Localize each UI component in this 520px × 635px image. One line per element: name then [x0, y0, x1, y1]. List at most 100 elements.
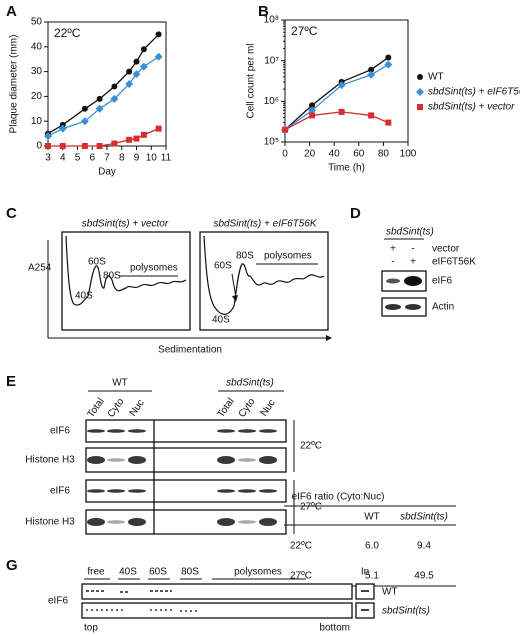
point [45, 143, 51, 149]
band [128, 518, 146, 526]
end-label: bottom [319, 623, 350, 634]
y-tick-label: 10⁶ [264, 96, 279, 107]
point [140, 131, 147, 138]
point [282, 126, 288, 133]
panel-label: A [6, 3, 17, 20]
table-title: eIF6 ratio (Cyto:Nuc) [292, 492, 385, 503]
band [238, 458, 256, 462]
x-tick-label: 11 [161, 153, 172, 164]
point [139, 62, 148, 71]
band [217, 429, 235, 433]
band [217, 518, 235, 526]
profile-trace [65, 235, 187, 306]
point [309, 112, 316, 119]
legend-label: WT [428, 72, 444, 83]
point [417, 104, 423, 110]
legend-label: sbdSint(ts) + vector [428, 102, 515, 113]
point [132, 70, 141, 79]
sign: - [391, 257, 394, 268]
band [87, 489, 105, 493]
point [125, 80, 134, 88]
band [238, 489, 256, 493]
y-tick-label: 0 [36, 141, 42, 152]
blot [85, 447, 287, 473]
point [368, 66, 375, 73]
end-label: top [84, 623, 98, 634]
annotation: 22ºC [54, 26, 81, 40]
y-label: A254 [28, 263, 52, 274]
row-label: Histone H3 [25, 455, 75, 466]
gradient: free 40S 60S 80S polysomes In eIF6 WT sb… [48, 567, 430, 634]
y-label: Cell count per ml [246, 43, 257, 118]
band [259, 456, 277, 464]
band [217, 456, 235, 464]
y-label: Plaque diameter (mm) [9, 35, 20, 134]
lane-label: Cyto [106, 396, 127, 420]
point [81, 105, 88, 112]
fraction-label: polysomes [234, 567, 282, 578]
blot [85, 479, 287, 503]
band [86, 590, 172, 593]
y-tick-label: 40 [31, 41, 43, 52]
x-label: Day [98, 167, 116, 178]
blot-label: eIF6 [432, 276, 452, 287]
sign: + [390, 244, 396, 255]
peak-label: 40S [75, 291, 93, 302]
point [96, 143, 103, 149]
input-label: In [361, 567, 369, 578]
y-tick-label: 20 [31, 91, 43, 102]
group-label: WT [112, 378, 128, 389]
arrowhead [232, 295, 238, 302]
profile-trace [203, 235, 325, 315]
point [140, 46, 147, 53]
profile-title: sbdSint(ts) + vector [82, 219, 169, 230]
x-tick-label: 20 [304, 149, 316, 160]
table-cell: 6.0 [365, 541, 379, 552]
fractionation: WT sbdSint(ts) eIF6 Histone H3 eIF6 Hist… [25, 378, 322, 535]
blot [81, 602, 353, 619]
y-tick-label: 10⁷ [264, 55, 279, 66]
point [126, 136, 133, 143]
blot [381, 297, 427, 317]
band [128, 456, 146, 464]
lane-label: Total [86, 396, 107, 420]
point [111, 140, 118, 147]
point [111, 83, 118, 90]
point [338, 108, 345, 115]
table-header: WT [364, 512, 380, 523]
profile-title: sbdSint(ts) + eIF6T56K [213, 219, 317, 230]
band [386, 278, 400, 284]
table-cell: 22ºC [290, 541, 312, 552]
lane-label: Nuc [259, 398, 278, 419]
band [87, 429, 105, 433]
x-tick-label: 80 [378, 149, 390, 160]
point [385, 54, 392, 61]
band [385, 304, 401, 310]
point [308, 106, 317, 115]
peak-label: polysomes [264, 251, 312, 262]
point [155, 31, 162, 38]
panel-label: E [6, 373, 16, 390]
temp-label: 22ºC [300, 441, 322, 452]
plot-frame [284, 19, 409, 143]
band [107, 520, 125, 524]
x-tick-label: 0 [282, 149, 288, 160]
panel-label: C [6, 205, 17, 222]
sign: + [410, 257, 416, 268]
point [95, 104, 104, 113]
group-label: sbdSint(ts) [226, 378, 274, 389]
row-label: eIF6 [50, 486, 70, 497]
peak-label: polysomes [130, 263, 178, 274]
table-header: sbdSint(ts) [400, 512, 448, 523]
point [44, 132, 52, 141]
profiles: sbdSint(ts) + vector sbdSint(ts) + eIF6T… [28, 219, 332, 356]
band [259, 429, 277, 433]
y-tick-label: 10⁸ [264, 15, 279, 26]
x-tick-label: 5 [75, 153, 81, 164]
panel-label: B [258, 3, 269, 20]
fraction-label: 40S [119, 567, 137, 578]
band [238, 520, 256, 524]
x-tick-label: 8 [119, 153, 125, 164]
band [86, 609, 200, 612]
lane-label: Cyto [237, 396, 258, 420]
